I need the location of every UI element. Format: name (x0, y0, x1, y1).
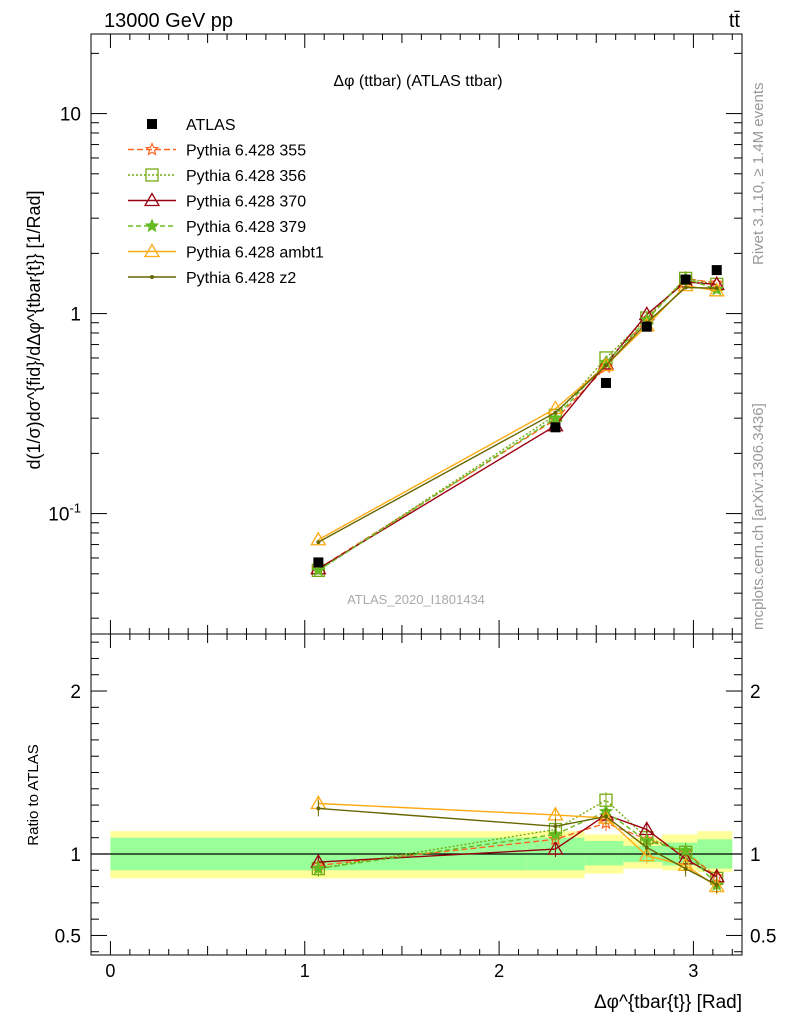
energy-label: 13000 GeV pp (104, 10, 233, 32)
legend-label: Pythia 6.428 356 (186, 168, 306, 185)
marker-data (313, 557, 324, 568)
ratio-band-green (584, 840, 624, 866)
legend-label: Pythia 6.428 355 (186, 143, 306, 160)
legend-label: Pythia 6.428 379 (186, 219, 306, 236)
ratio-ylabel: Ratio to ATLAS (25, 744, 42, 845)
marker-star (548, 410, 563, 425)
marker-triangle (708, 282, 725, 297)
marker-triangle (597, 357, 615, 372)
ratio-frame (90, 633, 743, 956)
series-line (318, 277, 717, 571)
marker-dot (714, 286, 719, 291)
legend-label: Pythia 6.428 370 (186, 194, 306, 211)
marker-data (680, 274, 691, 285)
marker-star (144, 218, 160, 233)
marker-data (550, 422, 561, 433)
marker-dot (603, 814, 608, 819)
chart-title: Δφ (ttbar) (ATLAS ttbar) (333, 73, 502, 90)
x-tick-label: 0 (105, 961, 115, 981)
marker-dot (553, 410, 558, 415)
marker-triangle (638, 847, 655, 862)
main-ylabel: d(1/σ)dσ^{fid}/dΔφ^{tbar{t}} [1/Rad] (24, 191, 44, 470)
ratio-tick-label: 2 (70, 682, 81, 703)
ratio-series-line (318, 799, 718, 879)
ratio-tick-label: 0.5 (55, 926, 81, 947)
marker-data (147, 119, 157, 129)
process-label: tt̄ (729, 10, 741, 32)
x-tick-label: 2 (494, 961, 504, 981)
marker-dot (316, 540, 321, 545)
marker-star (311, 562, 326, 577)
ratio-series-line (318, 802, 718, 888)
legend-label: ATLAS (186, 117, 236, 134)
series-line (318, 286, 717, 543)
legend: ATLAS Pythia 6.428 355 Pythia 6.428 356 Pyt… (128, 117, 324, 287)
mcplots-label: mcplots.cern.ch [arXiv:1306.3436] (750, 403, 767, 630)
x-axis-label: Δφ^{tbar{t}} [Rad] (594, 992, 742, 1013)
marker-dot (316, 806, 321, 811)
marker-data (711, 265, 722, 276)
series-line (318, 284, 717, 541)
marker-triangle (310, 531, 327, 546)
series-line (318, 277, 717, 571)
ratio-series-line (318, 807, 718, 886)
ratio-series-line (318, 810, 718, 886)
main-panel: 10-1 1 10 (48, 33, 743, 635)
marker-dot (644, 845, 649, 850)
x-tick-label: 1 (300, 961, 310, 981)
marker-dot (714, 882, 719, 887)
marker-triangle (143, 192, 161, 207)
y-tick-label: 10-1 (48, 501, 81, 526)
ratio-tick-label-right: 0.5 (750, 926, 776, 947)
legend-label: Pythia 6.428 z2 (186, 270, 296, 287)
marker-star (144, 141, 160, 156)
marker-triangle (547, 840, 564, 855)
y-tick-label: 1 (70, 305, 81, 326)
marker-dot (603, 363, 608, 368)
marker-star (678, 843, 693, 857)
marker-star (311, 861, 326, 875)
series-line (318, 277, 717, 570)
marker-dot (150, 275, 154, 279)
marker-dot (683, 866, 688, 871)
marker-square (145, 168, 159, 182)
marker-triangle (143, 243, 161, 258)
x-tick-label: 3 (688, 961, 698, 981)
marker-data (600, 377, 611, 388)
marker-dot (683, 285, 688, 290)
ratio-panel: 0 1 2 3 0.5 0.5 1 1 2 2 (55, 633, 776, 981)
ratio-tick-label-right: 1 (750, 845, 761, 866)
marker-data (641, 321, 652, 332)
ratio-tick-label: 1 (70, 845, 81, 866)
marker-dot (553, 824, 558, 829)
marker-triangle (677, 277, 694, 292)
ratio-tick-label-right: 2 (750, 682, 761, 703)
rivet-label: Rivet 3.1.10, ≥ 1.4M events (750, 83, 767, 266)
series-line (318, 281, 717, 570)
y-tick-label: 10 (60, 105, 81, 126)
analysis-id: ATLAS_2020_I1801434 (347, 592, 485, 607)
legend-label: Pythia 6.428 ambt1 (186, 245, 324, 262)
